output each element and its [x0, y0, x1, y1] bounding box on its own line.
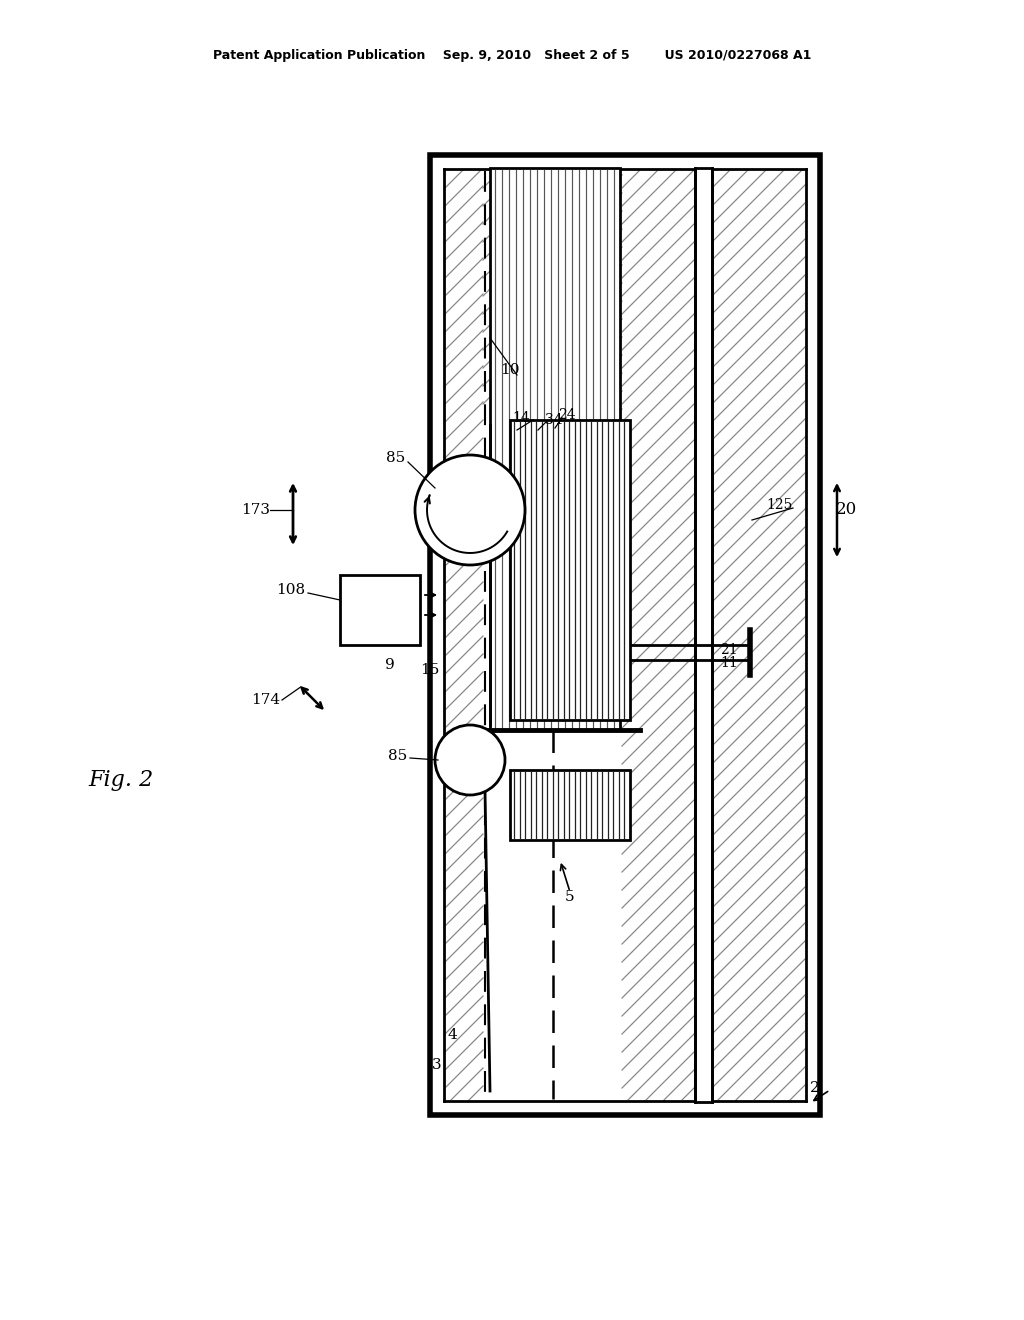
Text: 4: 4 — [447, 1028, 457, 1041]
Circle shape — [415, 455, 525, 565]
Text: 5: 5 — [565, 890, 574, 904]
Bar — [510, 420, 630, 719]
Text: 174: 174 — [251, 693, 280, 708]
Text: 11: 11 — [720, 656, 737, 671]
Text: 20: 20 — [836, 502, 857, 519]
Text: 85: 85 — [388, 748, 407, 763]
Text: Fig. 2: Fig. 2 — [88, 770, 154, 791]
Bar — [490, 168, 620, 730]
Text: 9: 9 — [385, 657, 395, 672]
Text: 3: 3 — [432, 1059, 441, 1072]
Bar — [340, 576, 420, 645]
Text: 24: 24 — [558, 408, 575, 422]
Text: 10: 10 — [501, 363, 520, 378]
Text: 85: 85 — [386, 451, 406, 465]
Text: Patent Application Publication    Sep. 9, 2010   Sheet 2 of 5        US 2010/022: Patent Application Publication Sep. 9, 2… — [213, 49, 811, 62]
Text: 2: 2 — [810, 1081, 820, 1096]
Text: 34: 34 — [545, 413, 562, 426]
Text: 15: 15 — [420, 663, 439, 677]
Bar — [430, 154, 820, 1115]
Bar — [510, 770, 630, 840]
Bar — [695, 168, 712, 1102]
Text: 125: 125 — [767, 498, 793, 512]
Text: 173: 173 — [241, 503, 270, 517]
Text: 14: 14 — [512, 411, 530, 425]
Text: 21: 21 — [720, 643, 737, 657]
Text: 108: 108 — [275, 583, 305, 597]
Circle shape — [435, 725, 505, 795]
